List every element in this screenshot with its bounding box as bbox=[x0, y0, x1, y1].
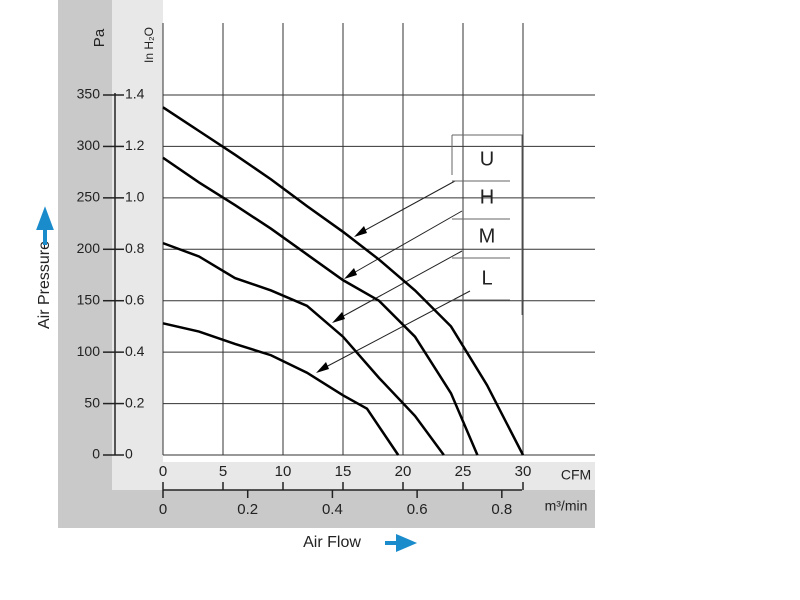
x2-tick-label: 0.2 bbox=[237, 501, 258, 518]
y2-tick-label: 0.6 bbox=[125, 291, 145, 307]
y-tick-label: 350 bbox=[77, 86, 101, 102]
x-unit: CFM bbox=[561, 467, 591, 483]
legend-boxes bbox=[451, 134, 523, 315]
y-tick-label: 100 bbox=[77, 343, 101, 359]
series-line bbox=[162, 322, 400, 456]
series-line bbox=[162, 106, 525, 456]
y-tick-label: 0 bbox=[92, 446, 100, 462]
x2-tick-label: 0.8 bbox=[491, 501, 512, 518]
leader-arrowheads bbox=[316, 226, 367, 373]
x-tick-label: 30 bbox=[515, 463, 532, 480]
series-line bbox=[162, 241, 445, 456]
y-arrow bbox=[36, 206, 54, 245]
x-arrow bbox=[385, 533, 418, 553]
series-label: M bbox=[479, 225, 496, 247]
y2-tick-label: 0.2 bbox=[125, 394, 145, 410]
y2-tick-label: 1.4 bbox=[125, 86, 145, 102]
y2-unit: In H₂O bbox=[142, 27, 156, 63]
y-tick-label: 150 bbox=[77, 291, 101, 307]
x-tick-label: 25 bbox=[455, 463, 472, 480]
series-line bbox=[162, 156, 479, 456]
y2-tick-label: 1.2 bbox=[125, 137, 145, 153]
x-axis-title: Air Flow bbox=[303, 534, 361, 551]
plot-area bbox=[163, 0, 595, 462]
y-tick-label: 200 bbox=[77, 240, 101, 256]
x2-tick-label: 0.6 bbox=[407, 501, 428, 518]
y2-tick-label: 1.0 bbox=[125, 189, 145, 205]
x2-unit: m³/min bbox=[545, 498, 588, 514]
grid bbox=[162, 23, 595, 456]
x-tick-label: 0 bbox=[159, 463, 167, 480]
y-tick-label: 250 bbox=[77, 189, 101, 205]
y-tick-label: 300 bbox=[77, 137, 101, 153]
series-label: U bbox=[480, 148, 494, 170]
x2-tick-label: 0 bbox=[159, 501, 167, 518]
series-label: H bbox=[480, 186, 494, 208]
x-tick-label: 20 bbox=[395, 463, 412, 480]
series-label: L bbox=[481, 267, 492, 289]
y2-tick-label: 0 bbox=[125, 446, 133, 462]
y-tick-label: 50 bbox=[84, 394, 100, 410]
x-tick-label: 15 bbox=[335, 463, 352, 480]
x-tick-label: 10 bbox=[275, 463, 292, 480]
y2-tick-label: 0.8 bbox=[125, 240, 145, 256]
y-unit: Pa bbox=[91, 28, 108, 47]
y-axis-title: Air Pressure bbox=[36, 241, 53, 329]
y2-tick-label: 0.4 bbox=[125, 343, 145, 359]
x-tick-label: 5 bbox=[219, 463, 227, 480]
x2-tick-label: 0.4 bbox=[322, 501, 343, 518]
leader-lines bbox=[321, 180, 471, 370]
